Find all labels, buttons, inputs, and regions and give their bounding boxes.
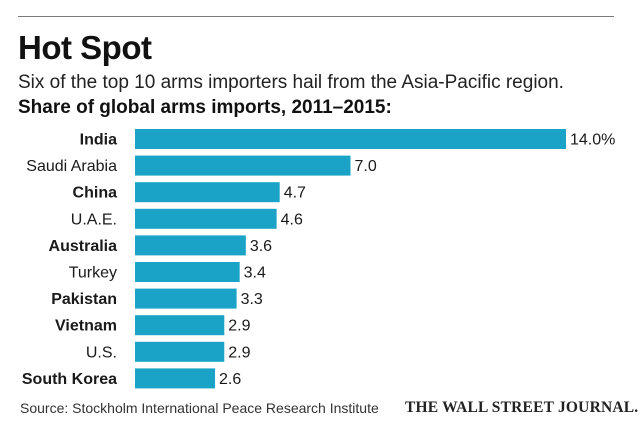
category-label-india: India <box>80 132 117 149</box>
chart-title: Hot Spot <box>18 29 152 66</box>
category-label-saudi-arabia: Saudi Arabia <box>26 158 117 175</box>
source-note: Source: Stockholm International Peace Re… <box>20 400 379 416</box>
bar-china <box>135 182 280 203</box>
chart-subtitle: Six of the top 10 arms importers hail fr… <box>18 72 564 93</box>
value-label-u-a-e: 4.6 <box>281 211 303 228</box>
value-label-india: 14.0% <box>570 132 615 149</box>
bar-u-s <box>135 341 225 362</box>
bar-u-a-e <box>135 208 277 229</box>
category-label-south-korea: South Korea <box>22 371 117 388</box>
value-label-turkey: 3.4 <box>244 265 266 282</box>
publisher-credit: THE WALL STREET JOURNAL. <box>405 399 639 416</box>
value-label-u-s: 2.9 <box>228 344 250 361</box>
category-label-u-s: U.S. <box>86 344 117 361</box>
value-label-south-korea: 2.6 <box>219 371 241 388</box>
bar-vietnam <box>135 315 225 336</box>
value-label-pakistan: 3.3 <box>241 291 263 308</box>
category-label-u-a-e: U.A.E. <box>71 211 117 228</box>
bar-australia <box>135 235 246 256</box>
value-label-saudi-arabia: 7.0 <box>355 158 377 175</box>
category-label-vietnam: Vietnam <box>55 318 117 335</box>
bar-south-korea <box>135 368 216 389</box>
category-label-turkey: Turkey <box>69 265 117 282</box>
chart-label: Share of global arms imports, 2011–2015: <box>18 97 392 118</box>
bar-india <box>135 129 566 149</box>
category-label-china: China <box>73 185 118 202</box>
top-rule <box>18 16 614 17</box>
value-label-china: 4.7 <box>284 185 306 202</box>
bar-turkey <box>135 262 240 282</box>
category-label-australia: Australia <box>49 238 118 255</box>
bar-pakistan <box>135 288 237 309</box>
bar-saudi-arabia <box>135 155 351 176</box>
value-label-vietnam: 2.9 <box>228 318 250 335</box>
value-label-australia: 3.6 <box>250 238 272 255</box>
category-label-pakistan: Pakistan <box>51 291 117 308</box>
